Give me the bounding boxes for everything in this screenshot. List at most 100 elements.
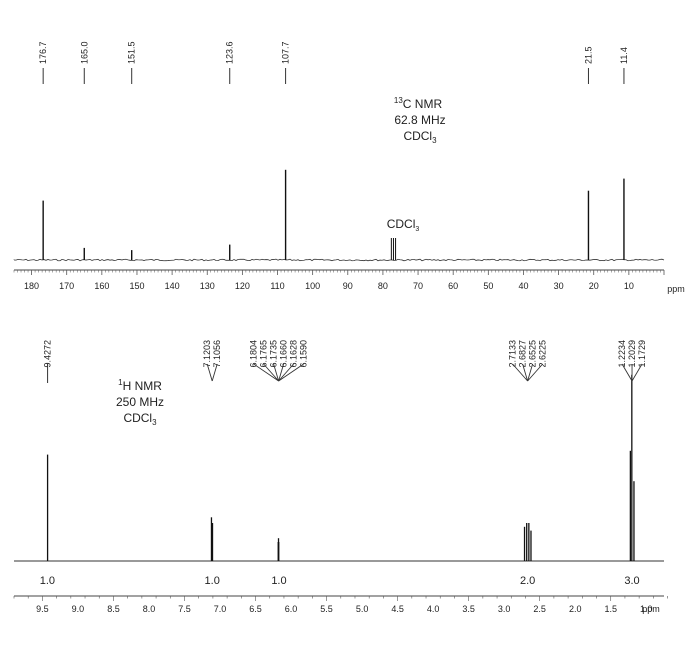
c13-peak-label: 151.5 (127, 41, 137, 64)
h1-label-connector (278, 363, 294, 382)
h1-tick-label: 7.5 (178, 604, 191, 614)
c13-peak-label: 11.4 (619, 47, 629, 64)
c13-tick-label: 20 (589, 281, 599, 291)
c13-tick-label: 130 (200, 281, 215, 291)
c13-tick-label: 150 (129, 281, 144, 291)
h1-peak-label: 7.1056 (212, 340, 222, 368)
h1-integration-label: 1.0 (205, 575, 220, 587)
h1-unit-label: ppm (642, 604, 660, 614)
h1-label-connector (631, 363, 643, 382)
c13-solvent-label: CDCl3 (403, 129, 437, 145)
c13-marks: 180 170 160 150 140 130 120 110 100 90 80 70 60 50 40 3… (13, 41, 665, 291)
h1-tick-label: 8.0 (143, 604, 156, 614)
c13-tick-label: 60 (448, 281, 458, 291)
c13-tick-label: 120 (235, 281, 250, 291)
c13-tick-label: 70 (413, 281, 423, 291)
h1-label-connector (512, 363, 528, 382)
h1-label-connector (278, 363, 304, 382)
c13-tick-label: 160 (94, 281, 109, 291)
h1-tick-label: 5.0 (356, 604, 369, 614)
h1-integration-label: 2.0 (520, 575, 535, 587)
c13-tick-label: 90 (343, 281, 353, 291)
h1-tick-label: 7.0 (214, 604, 227, 614)
h1-label-connector (527, 363, 543, 382)
h1-peak-label: 2.7133 (508, 340, 518, 368)
h1-frequency-label: 250 MHz (116, 395, 164, 409)
c13-tick-label: 170 (59, 281, 74, 291)
h1-peak-label: 2.6827 (518, 340, 528, 368)
c13-tick-label: 110 (270, 281, 284, 291)
c13-frequency-label: 62.8 MHz (394, 113, 445, 127)
h1-label-connector (206, 363, 213, 382)
c13-peak-label: 176.7 (38, 41, 48, 64)
h1-integration-label: 1.0 (271, 575, 286, 587)
c13-tick-label: 50 (483, 281, 493, 291)
h1-tick-label: 8.5 (107, 604, 120, 614)
h1-nucleus-label: 1H NMR (118, 378, 162, 393)
h1-peak-label: 1.2234 (617, 340, 627, 368)
h1-label-connector (278, 363, 285, 382)
h1-label-connector (621, 363, 633, 382)
h1-tick-label: 1.5 (604, 604, 617, 614)
c13-unit-label: ppm (667, 284, 685, 294)
c13-spectrum-panel: 180 170 160 150 140 130 120 110 100 90 80 70 60 50 40 3… (13, 41, 685, 294)
h1-nucleus-superscript: 1 (118, 378, 123, 387)
h1-tick-label: 6.5 (249, 604, 262, 614)
c13-solvent-peak-text: CDCl (387, 217, 416, 231)
h1-peak-label: 6.1590 (299, 340, 309, 368)
h1-tick-label: 9.0 (72, 604, 85, 614)
h1-peak-label: 6.1804 (249, 340, 259, 368)
h1-label-connector (527, 363, 534, 382)
h1-label-connector (211, 363, 218, 382)
c13-solvent-peak-subscript: 3 (415, 226, 419, 233)
c13-tick-label: 140 (165, 281, 180, 291)
c13-solvent-peak-label: CDCl3 (387, 217, 420, 233)
c13-tick-label: 10 (624, 281, 634, 291)
h1-tick-label: 2.5 (533, 604, 546, 614)
h1-tick-label: 5.5 (320, 604, 333, 614)
h1-peak-label: 7.1203 (202, 340, 212, 368)
h1-peak-label: 2.6525 (528, 340, 538, 368)
h1-peak-label: 6.1735 (269, 340, 279, 368)
h1-nucleus-text: H NMR (123, 379, 163, 393)
c13-tick-label: 40 (518, 281, 528, 291)
c13-peak-label: 123.6 (225, 41, 235, 64)
h1-peak-label: 2.6225 (538, 340, 548, 368)
h1-tick-label: 9.5 (36, 604, 49, 614)
h1-peak-label: 1.2029 (627, 340, 637, 368)
h1-spectrum-panel: 9.5 9.0 8.5 8.0 7.5 7.0 6.5 6.0 5.5 5.0 4.5 4.0 3.5 3… (13, 340, 668, 614)
h1-solvent-label: CDCl3 (123, 411, 157, 427)
h1-label-connector (273, 363, 280, 382)
c13-baseline (13, 258, 665, 262)
c13-peak-label: 165.0 (79, 41, 89, 64)
c13-tick-label: 80 (378, 281, 388, 291)
c13-solvent-text: CDCl (403, 129, 432, 143)
c13-peak-label: 107.7 (281, 41, 291, 64)
c13-nucleus-superscript: 13 (394, 96, 403, 105)
h1-peak-label: 1.1729 (637, 340, 647, 368)
h1-label-connector (263, 363, 279, 382)
h1-label-connector (522, 363, 529, 382)
h1-tick-label: 4.5 (391, 604, 404, 614)
c13-tick-label: 180 (24, 281, 39, 291)
h1-peak-label: 6.1765 (259, 340, 269, 368)
c13-nucleus-label: 13C NMR (394, 96, 443, 111)
h1-peak-label: 9.4272 (43, 340, 53, 368)
h1-tick-label: 2.0 (569, 604, 582, 614)
h1-tick-label: 4.0 (427, 604, 440, 614)
c13-nucleus-text: C NMR (403, 97, 443, 111)
c13-solvent-subscript: 3 (432, 136, 437, 145)
c13-tick-label: 30 (554, 281, 564, 291)
h1-tick-label: 3.5 (462, 604, 475, 614)
h1-integration-label: 3.0 (624, 575, 639, 587)
h1-label-connector (253, 363, 279, 382)
h1-peak-label: 6.1660 (279, 340, 289, 368)
h1-solvent-subscript: 3 (152, 418, 157, 427)
h1-tick-label: 6.0 (285, 604, 298, 614)
h1-marks: 9.5 9.0 8.5 8.0 7.5 7.0 6.5 6.0 5.5 5.0 4.5 4.0 3.5 3… (13, 340, 668, 614)
c13-tick-label: 100 (305, 281, 320, 291)
h1-solvent-text: CDCl (123, 411, 152, 425)
h1-tick-label: 1.0 (640, 604, 653, 614)
h1-peak-label: 6.1628 (289, 340, 299, 368)
